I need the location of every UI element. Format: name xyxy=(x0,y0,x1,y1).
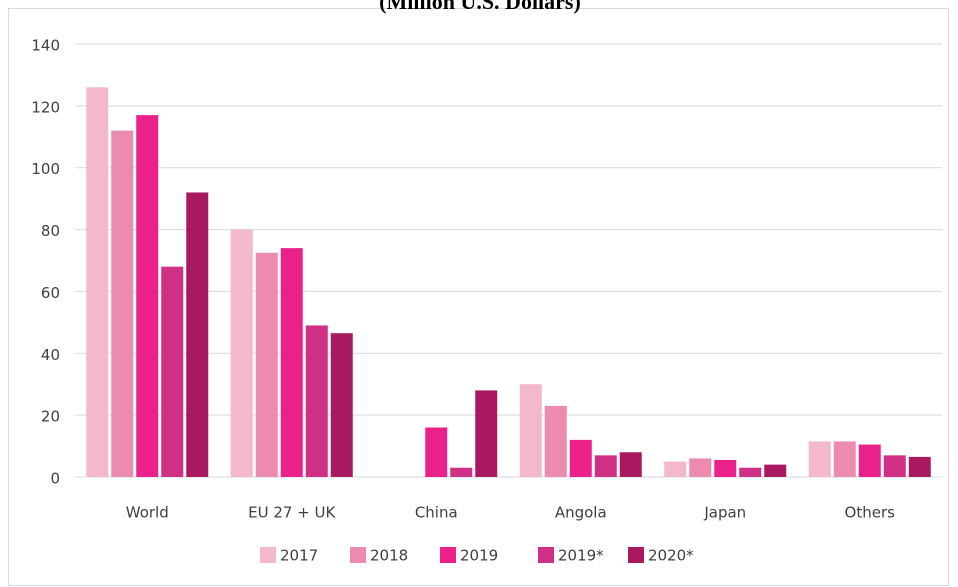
x-tick-label: Angola xyxy=(555,504,607,522)
bar xyxy=(833,441,856,477)
y-tick-label: 140 xyxy=(31,37,60,55)
chart-border xyxy=(8,8,949,586)
bar xyxy=(808,441,831,477)
chart-title: (Million U.S. Dollars) xyxy=(379,0,581,14)
legend-label: 2020* xyxy=(648,547,694,565)
legend-swatch xyxy=(538,547,554,563)
y-tick-label: 40 xyxy=(41,346,60,364)
x-tick-label: EU 27 + UK xyxy=(248,504,336,522)
legend-swatch xyxy=(350,547,366,563)
bar xyxy=(86,87,109,478)
bar xyxy=(230,229,253,477)
legend-swatch xyxy=(440,547,456,563)
bar xyxy=(136,115,159,477)
bar xyxy=(619,452,642,477)
bar xyxy=(764,464,787,477)
legend-label: 2019 xyxy=(460,547,498,565)
bar xyxy=(908,456,931,477)
bar xyxy=(450,467,473,477)
bar xyxy=(519,384,542,477)
bar xyxy=(305,325,328,477)
bar xyxy=(544,405,567,477)
bar xyxy=(280,248,303,477)
y-tick-label: 100 xyxy=(31,160,60,178)
x-tick-label: Others xyxy=(845,504,896,522)
bar xyxy=(161,266,184,477)
bar xyxy=(425,427,448,477)
bar xyxy=(330,333,353,477)
bar xyxy=(255,252,278,477)
y-tick-label: 20 xyxy=(41,408,60,426)
bar xyxy=(739,467,762,477)
y-tick-label: 60 xyxy=(41,284,60,302)
legend-swatch xyxy=(628,547,644,563)
legend-label: 2017 xyxy=(280,547,318,565)
legend-label: 2019* xyxy=(558,547,604,565)
bar xyxy=(594,455,617,477)
y-tick-label: 80 xyxy=(41,222,60,240)
y-tick-label: 120 xyxy=(31,98,60,116)
bar xyxy=(569,439,592,477)
bar xyxy=(883,455,906,477)
y-tick-label: 0 xyxy=(50,470,60,488)
x-tick-label: China xyxy=(415,504,458,522)
bar xyxy=(186,192,209,477)
bar xyxy=(475,390,498,477)
bar xyxy=(689,458,712,477)
x-tick-label: World xyxy=(126,504,169,522)
legend-swatch xyxy=(260,547,276,563)
x-tick-label: Japan xyxy=(703,504,746,522)
bar xyxy=(664,461,687,477)
bar xyxy=(858,444,881,477)
bar xyxy=(111,130,134,477)
legend-label: 2018 xyxy=(370,547,408,565)
bar xyxy=(714,459,737,477)
